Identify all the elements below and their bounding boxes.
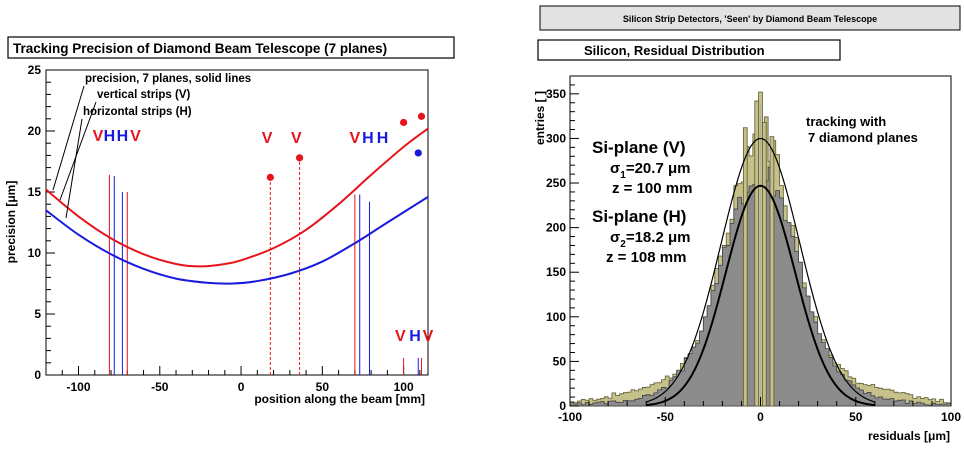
left-precision-curves: [45, 127, 429, 285]
x-tick-label: -100: [558, 410, 582, 424]
strip-orientation-label: H: [104, 128, 116, 145]
sigma2-subscript: 2: [620, 239, 626, 250]
right-x-axis-label: residuals [μm]: [868, 429, 950, 443]
y-tick-label: 100: [546, 310, 566, 324]
left-axis-ticks: -100 -50 0 50 100 0 5 10 15 20 25: [28, 63, 421, 394]
x-tick-label: 100: [941, 410, 961, 424]
strip-orientation-label: H: [362, 130, 374, 147]
v-plane-label: Si-plane (V): [592, 138, 686, 157]
strip-orientation-label: H: [117, 128, 129, 145]
right-header-box: [539, 5, 961, 31]
gaussian-fit: [646, 137, 875, 403]
precision-curve: [45, 127, 429, 268]
x-tick-label: -50: [657, 410, 675, 424]
precision-curve: [45, 196, 429, 285]
strip-orientation-label: V: [350, 130, 361, 147]
legend-pointer-3: [65, 118, 83, 219]
strip-orientation-label: V: [262, 130, 273, 147]
right-header-text: Silicon Strip Detectors, 'Seen' by Diamo…: [623, 14, 877, 24]
histogram-bin: [769, 136, 775, 407]
right-title-box: [537, 39, 841, 61]
strip-orientation-label: V: [130, 128, 141, 145]
sigma1-value: =20.7 μm: [626, 160, 691, 177]
x-tick-label: -100: [66, 380, 90, 394]
strip-orientation-label: V: [395, 328, 406, 345]
precision-marker: [414, 149, 422, 157]
sigma1-symbol: σ: [610, 160, 620, 177]
y-tick-label: 0: [34, 368, 41, 382]
left-legend-line1: precision, 7 planes, solid lines: [85, 73, 251, 85]
y-tick-label: 25: [28, 63, 42, 77]
right-y-axis-label: entries [ ]: [533, 91, 547, 145]
left-plane-lines: [108, 157, 422, 375]
y-tick-label: 350: [546, 87, 566, 101]
legend-pointer-2: [59, 101, 97, 201]
x-tick-label: 50: [849, 410, 863, 424]
y-tick-label: 300: [546, 131, 566, 145]
right-chart-title: Silicon, Residual Distribution: [584, 43, 765, 58]
strip-orientation-label: H: [377, 130, 389, 147]
x-tick-label: 0: [757, 410, 764, 424]
strip-orientation-label: V: [93, 128, 104, 145]
left-title-box: [7, 36, 455, 59]
left-chart-title: Tracking Precision of Diamond Beam Teles…: [13, 41, 387, 56]
sigma2-label: σ2=18.2 μm: [610, 229, 690, 250]
x-tick-label: 100: [394, 380, 414, 394]
left-annotations: V H H V V V V H HV H V: [93, 128, 434, 345]
histogram-bin: [754, 100, 759, 407]
h-plane-label: Si-plane (H): [592, 207, 686, 226]
y-tick-label: 10: [28, 246, 42, 260]
x-tick-label: -50: [151, 380, 169, 394]
right-chart: Silicon Strip Detectors, 'Seen' by Diamo…: [533, 5, 961, 443]
y-tick-label: 5: [34, 307, 41, 321]
y-tick-label: 0: [559, 399, 566, 413]
z2-label: z = 108 mm: [606, 249, 686, 266]
strip-orientation-label: H: [409, 328, 421, 345]
y-tick-label: 20: [28, 124, 42, 138]
left-markers: [266, 112, 426, 181]
left-legend-line2: vertical strips (V): [97, 89, 190, 101]
precision-marker: [400, 118, 408, 127]
strip-orientation-label: V: [423, 328, 434, 345]
y-tick-label: 15: [28, 185, 42, 199]
tracking-line2: 7 diamond planes: [808, 130, 918, 145]
precision-marker: [295, 154, 304, 162]
right-histograms: [569, 91, 952, 407]
x-tick-label: 0: [238, 380, 245, 394]
tracking-line1: tracking with: [806, 114, 886, 129]
right-axis-ticks: -100 -50 0 50 100 0 50 100 150 200 250 300 350: [546, 84, 961, 424]
left-x-axis-label: position along the beam [mm]: [254, 392, 425, 406]
gaussian-fit: [646, 184, 875, 407]
y-tick-label: 50: [553, 354, 567, 368]
strip-orientation-label: V: [291, 130, 302, 147]
legend-pointer-1: [52, 85, 85, 191]
left-legend-line3: horizontal strips (H): [83, 106, 192, 118]
sigma2-symbol: σ: [610, 229, 620, 246]
y-tick-label: 150: [546, 265, 566, 279]
precision-marker: [417, 112, 426, 120]
sigma1-subscript: 1: [620, 170, 626, 181]
left-chart: Tracking Precision of Diamond Beam Teles…: [4, 36, 455, 406]
y-tick-label: 250: [546, 176, 566, 190]
y-tick-label: 200: [546, 221, 566, 235]
right-fit-curves: [646, 137, 875, 407]
precision-marker: [266, 173, 274, 181]
left-y-axis-label: precision [μm]: [4, 181, 18, 264]
left-plot-frame: [45, 69, 429, 376]
z1-label: z = 100 mm: [612, 180, 692, 197]
sigma2-value: =18.2 μm: [626, 229, 691, 246]
histogram-bin: [762, 121, 767, 407]
sigma1-label: σ1=20.7 μm: [610, 160, 690, 181]
x-tick-label: 50: [316, 380, 330, 394]
histogram-bin: [742, 127, 748, 407]
